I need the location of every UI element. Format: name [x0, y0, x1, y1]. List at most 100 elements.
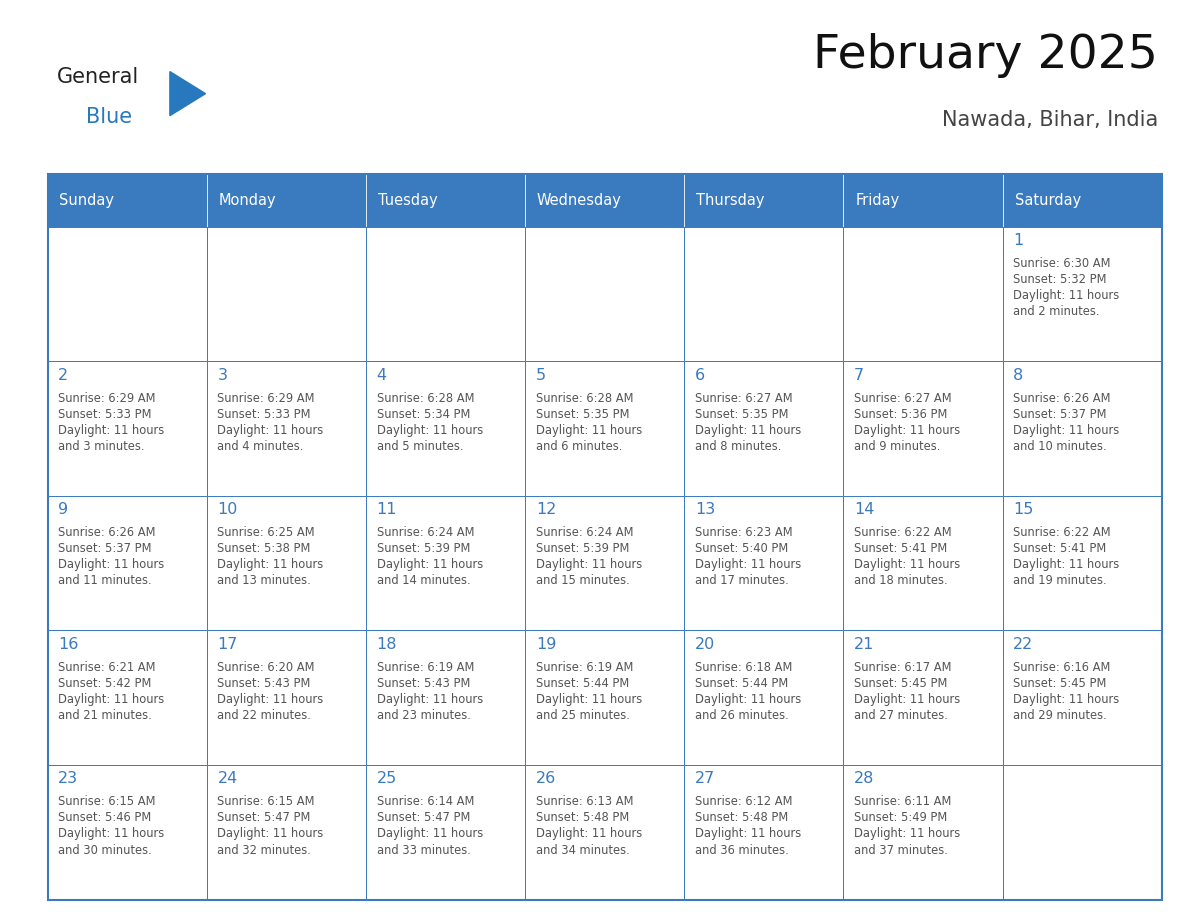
Bar	[207, 362, 366, 496]
Text: Sunrise: 6:26 AM: Sunrise: 6:26 AM	[1013, 392, 1111, 405]
Text: 9: 9	[58, 502, 69, 518]
Text: 14: 14	[854, 502, 874, 518]
Text: Daylight: 11 hours: Daylight: 11 hours	[217, 558, 323, 571]
Text: Sunset: 5:35 PM: Sunset: 5:35 PM	[536, 408, 630, 420]
Text: and 17 minutes.: and 17 minutes.	[695, 575, 789, 588]
Text: and 33 minutes.: and 33 minutes.	[377, 844, 470, 856]
Bar	[684, 765, 843, 900]
Text: Daylight: 11 hours: Daylight: 11 hours	[854, 558, 960, 571]
Text: Sunrise: 6:17 AM: Sunrise: 6:17 AM	[854, 661, 952, 674]
Text: Sunrise: 6:23 AM: Sunrise: 6:23 AM	[695, 526, 792, 539]
Text: and 11 minutes.: and 11 minutes.	[58, 575, 152, 588]
Text: and 30 minutes.: and 30 minutes.	[58, 844, 152, 856]
Bar	[207, 227, 366, 362]
Text: Sunrise: 6:15 AM: Sunrise: 6:15 AM	[217, 795, 315, 809]
Text: Sunday: Sunday	[59, 193, 114, 208]
Text: Sunset: 5:34 PM: Sunset: 5:34 PM	[377, 408, 470, 420]
Text: Sunrise: 6:28 AM: Sunrise: 6:28 AM	[377, 392, 474, 405]
Text: and 21 minutes.: and 21 minutes.	[58, 709, 152, 722]
Text: 8: 8	[1013, 368, 1024, 383]
Text: 28: 28	[854, 771, 874, 787]
Text: Sunrise: 6:14 AM: Sunrise: 6:14 AM	[377, 795, 474, 809]
Text: and 19 minutes.: and 19 minutes.	[1013, 575, 1107, 588]
Text: 23: 23	[58, 771, 78, 787]
Text: Friday: Friday	[855, 193, 899, 208]
Text: Sunrise: 6:29 AM: Sunrise: 6:29 AM	[58, 392, 156, 405]
Bar	[843, 631, 1003, 765]
Bar	[1003, 631, 1162, 765]
Text: 19: 19	[536, 637, 556, 652]
Bar	[207, 631, 366, 765]
Text: Sunset: 5:44 PM: Sunset: 5:44 PM	[536, 677, 628, 689]
Bar	[684, 631, 843, 765]
Text: and 29 minutes.: and 29 minutes.	[1013, 709, 1107, 722]
Text: Sunrise: 6:26 AM: Sunrise: 6:26 AM	[58, 526, 156, 539]
Text: 17: 17	[217, 637, 238, 652]
Bar	[525, 227, 684, 362]
Text: 16: 16	[58, 637, 78, 652]
Bar	[684, 227, 843, 362]
Text: and 6 minutes.: and 6 minutes.	[536, 440, 623, 453]
Text: and 15 minutes.: and 15 minutes.	[536, 575, 630, 588]
Bar	[525, 765, 684, 900]
Bar	[525, 496, 684, 631]
Text: Sunset: 5:46 PM: Sunset: 5:46 PM	[58, 812, 151, 824]
Text: Daylight: 11 hours: Daylight: 11 hours	[58, 827, 164, 841]
Bar	[843, 174, 1003, 227]
Bar	[684, 496, 843, 631]
Text: Daylight: 11 hours: Daylight: 11 hours	[377, 693, 482, 706]
Text: Saturday: Saturday	[1015, 193, 1081, 208]
Text: Sunset: 5:41 PM: Sunset: 5:41 PM	[1013, 543, 1106, 555]
Text: and 3 minutes.: and 3 minutes.	[58, 440, 145, 453]
Text: Sunset: 5:44 PM: Sunset: 5:44 PM	[695, 677, 788, 689]
Bar	[1003, 362, 1162, 496]
Text: Sunrise: 6:24 AM: Sunrise: 6:24 AM	[536, 526, 633, 539]
Text: and 8 minutes.: and 8 minutes.	[695, 440, 782, 453]
Text: Daylight: 11 hours: Daylight: 11 hours	[377, 558, 482, 571]
Bar	[207, 765, 366, 900]
Text: Sunset: 5:48 PM: Sunset: 5:48 PM	[695, 812, 788, 824]
Text: and 18 minutes.: and 18 minutes.	[854, 575, 948, 588]
Text: Sunset: 5:36 PM: Sunset: 5:36 PM	[854, 408, 948, 420]
Text: Daylight: 11 hours: Daylight: 11 hours	[854, 693, 960, 706]
Bar	[843, 362, 1003, 496]
Text: Daylight: 11 hours: Daylight: 11 hours	[536, 827, 642, 841]
Text: Daylight: 11 hours: Daylight: 11 hours	[536, 424, 642, 437]
Text: Daylight: 11 hours: Daylight: 11 hours	[1013, 424, 1119, 437]
Bar	[48, 174, 1162, 900]
Text: General: General	[57, 67, 139, 87]
Text: Sunrise: 6:16 AM: Sunrise: 6:16 AM	[1013, 661, 1111, 674]
Text: Daylight: 11 hours: Daylight: 11 hours	[536, 558, 642, 571]
Bar	[525, 362, 684, 496]
Text: Sunset: 5:42 PM: Sunset: 5:42 PM	[58, 677, 152, 689]
Text: and 22 minutes.: and 22 minutes.	[217, 709, 311, 722]
Bar	[684, 174, 843, 227]
Text: and 27 minutes.: and 27 minutes.	[854, 709, 948, 722]
Text: and 34 minutes.: and 34 minutes.	[536, 844, 630, 856]
Text: Sunset: 5:38 PM: Sunset: 5:38 PM	[217, 543, 311, 555]
Text: 18: 18	[377, 637, 397, 652]
Text: 13: 13	[695, 502, 715, 518]
Text: Sunrise: 6:29 AM: Sunrise: 6:29 AM	[217, 392, 315, 405]
Bar	[366, 765, 525, 900]
Text: Sunrise: 6:27 AM: Sunrise: 6:27 AM	[695, 392, 792, 405]
Text: Sunrise: 6:22 AM: Sunrise: 6:22 AM	[854, 526, 952, 539]
Text: Sunrise: 6:19 AM: Sunrise: 6:19 AM	[536, 661, 633, 674]
Text: Daylight: 11 hours: Daylight: 11 hours	[1013, 289, 1119, 302]
Text: and 5 minutes.: and 5 minutes.	[377, 440, 463, 453]
Text: and 2 minutes.: and 2 minutes.	[1013, 306, 1100, 319]
Text: 2: 2	[58, 368, 69, 383]
Text: 22: 22	[1013, 637, 1034, 652]
Text: 27: 27	[695, 771, 715, 787]
Text: Daylight: 11 hours: Daylight: 11 hours	[1013, 558, 1119, 571]
Bar	[48, 174, 207, 227]
Text: Sunset: 5:33 PM: Sunset: 5:33 PM	[217, 408, 311, 420]
Text: 6: 6	[695, 368, 706, 383]
Text: Sunset: 5:49 PM: Sunset: 5:49 PM	[854, 812, 947, 824]
Text: Sunrise: 6:11 AM: Sunrise: 6:11 AM	[854, 795, 952, 809]
Text: Daylight: 11 hours: Daylight: 11 hours	[58, 693, 164, 706]
Text: and 26 minutes.: and 26 minutes.	[695, 709, 789, 722]
Text: February 2025: February 2025	[814, 33, 1158, 78]
Bar	[1003, 227, 1162, 362]
Text: Sunset: 5:48 PM: Sunset: 5:48 PM	[536, 812, 628, 824]
